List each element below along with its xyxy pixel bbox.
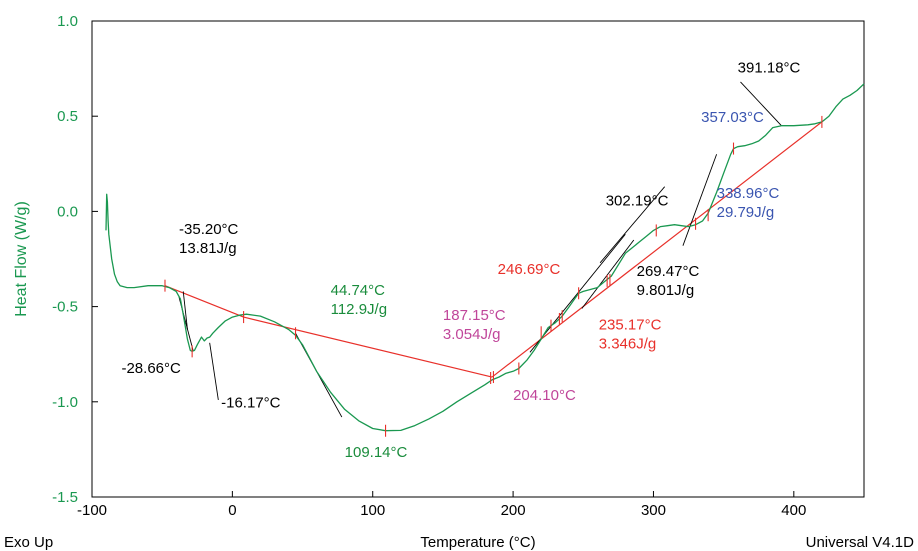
leader-line xyxy=(682,154,718,246)
baseline-segment xyxy=(164,285,244,318)
baseline-segment xyxy=(491,121,823,378)
annotation-line: 269.47°C xyxy=(637,263,700,280)
y-tick-label: -1.0 xyxy=(52,394,78,411)
annotation-label: -28.66°C xyxy=(121,360,181,377)
x-tick-label: 200 xyxy=(501,502,526,519)
leader-lines-group xyxy=(178,81,782,418)
annotation-label: 302.19°C xyxy=(606,193,669,210)
annotation-line: -16.17°C xyxy=(221,395,281,412)
leader-line xyxy=(209,342,219,400)
x-tick-label: 300 xyxy=(641,502,666,519)
leader-line xyxy=(581,239,635,309)
annotation-label: 235.17°C 3.346J/g xyxy=(599,316,662,352)
y-axis-label: Heat Flow (W/g) xyxy=(13,201,30,317)
annotation-label: 269.47°C 9.801J/g xyxy=(637,263,700,299)
curve-group xyxy=(105,83,865,432)
x-tick-label: 400 xyxy=(781,502,806,519)
annotation-label: 187.15°C 3.054J/g xyxy=(443,307,506,343)
heat-flow-curve xyxy=(105,83,865,432)
annotation-line: 3.346J/g xyxy=(599,335,657,352)
footer-right-label: Universal V4.1D xyxy=(806,534,915,551)
x-tick-label: 0 xyxy=(228,502,236,519)
annotation-line: 3.054J/g xyxy=(443,326,501,343)
y-tick-label: 1.0 xyxy=(57,13,78,30)
annotation-line: 29.79J/g xyxy=(717,204,775,221)
annotation-line: 246.69°C xyxy=(498,261,561,278)
annotation-line: 391.18°C xyxy=(738,59,801,76)
annotation-line: 44.74°C xyxy=(331,282,386,299)
annotation-label: 357.03°C xyxy=(701,109,764,126)
annotation-line: 204.10°C xyxy=(513,387,576,404)
y-tick-label: 0.0 xyxy=(57,203,78,220)
annotation-label: 44.74°C 112.9J/g xyxy=(331,282,387,318)
x-tick-label: 100 xyxy=(360,502,385,519)
annotation-line: 357.03°C xyxy=(701,109,764,126)
annotation-label: 204.10°C xyxy=(513,387,576,404)
annotation-label: 391.18°C xyxy=(738,59,801,76)
annotation-label: 338.96°C 29.79J/g xyxy=(717,185,780,221)
annotation-label: 109.14°C xyxy=(345,444,408,461)
x-axis-label: Temperature (°C) xyxy=(420,534,535,551)
leader-line xyxy=(740,81,782,127)
leader-line xyxy=(182,291,188,330)
axes-group: -100 0 100 200 300 400 1.0 0.5 0.0 -0.5 -1.0 -1.5 xyxy=(52,13,806,519)
leader-line xyxy=(599,186,666,264)
annotations-group: -35.20°C 13.81J/g -28.66°C -16.17°C 44.74°C 1… xyxy=(121,59,800,461)
annotation-line: -28.66°C xyxy=(121,360,181,377)
footer-left-label: Exo Up xyxy=(4,534,53,551)
y-tick-label: -1.5 xyxy=(52,489,78,506)
plot-frame xyxy=(91,20,865,498)
annotation-line: 187.15°C xyxy=(443,307,506,324)
markers-group xyxy=(164,115,823,437)
annotation-line: 338.96°C xyxy=(717,185,780,202)
annotation-line: 302.19°C xyxy=(606,193,669,210)
y-tick-label: -0.5 xyxy=(52,299,78,316)
annotation-line: 109.14°C xyxy=(345,444,408,461)
annotation-label: 246.69°C xyxy=(498,261,561,278)
annotation-label: -16.17°C xyxy=(221,395,281,412)
y-tick-label: 0.5 xyxy=(57,108,78,125)
annotation-label: -35.20°C 13.81J/g xyxy=(179,221,239,257)
annotation-line: 112.9J/g xyxy=(331,301,387,318)
annotation-line: -35.20°C xyxy=(179,221,239,238)
annotation-line: 13.81J/g xyxy=(179,240,237,257)
annotation-line: 235.17°C xyxy=(599,316,662,333)
x-tick-label: -100 xyxy=(77,502,107,519)
annotation-line: 9.801J/g xyxy=(637,282,695,299)
